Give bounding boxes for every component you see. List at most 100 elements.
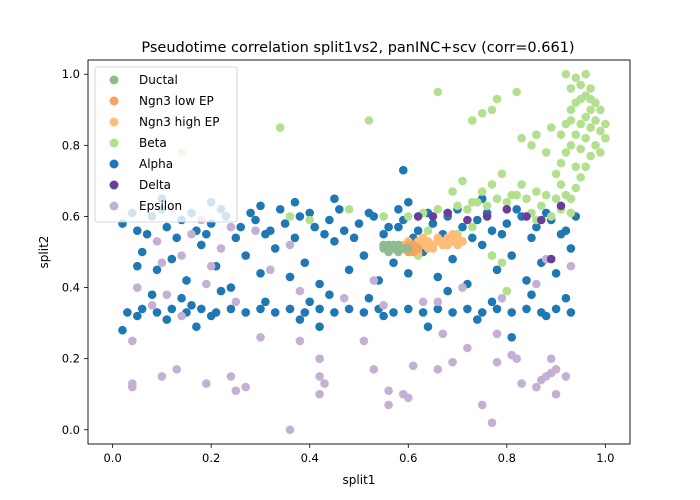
data-point xyxy=(522,304,531,314)
legend-marker xyxy=(109,75,119,85)
data-point xyxy=(546,254,556,264)
data-point xyxy=(142,229,152,239)
data-point xyxy=(404,393,413,403)
data-point xyxy=(157,258,167,268)
data-point xyxy=(275,123,285,132)
legend-marker xyxy=(109,138,119,148)
data-point xyxy=(566,308,576,317)
data-point xyxy=(389,308,398,317)
data-point xyxy=(187,229,196,239)
data-point xyxy=(404,304,413,314)
data-point xyxy=(463,343,472,353)
data-point xyxy=(433,304,443,314)
data-point xyxy=(517,379,526,388)
data-point xyxy=(384,386,393,396)
data-point xyxy=(325,290,334,300)
data-point xyxy=(241,382,250,392)
data-point xyxy=(206,261,216,271)
data-point xyxy=(522,212,531,221)
data-point xyxy=(492,194,502,203)
data-point xyxy=(576,173,585,182)
data-point xyxy=(270,308,280,317)
data-point xyxy=(172,233,181,243)
legend-marker xyxy=(109,159,119,169)
data-point xyxy=(182,276,191,285)
data-point xyxy=(216,244,226,253)
data-point xyxy=(453,240,462,250)
legend-item: Ngn3 low EP xyxy=(109,94,214,108)
data-point xyxy=(492,94,502,104)
data-point xyxy=(384,247,393,257)
data-point xyxy=(197,240,206,250)
y-axis: 0.0 0.2 0.4 0.6 0.8 1.0 xyxy=(62,67,88,437)
data-point xyxy=(566,208,576,218)
data-point xyxy=(202,379,211,388)
legend-label: Ductal xyxy=(139,73,178,87)
data-point xyxy=(448,357,457,367)
data-point xyxy=(295,286,305,296)
data-point xyxy=(270,244,280,253)
data-point xyxy=(152,308,162,317)
legend-label: Alpha xyxy=(139,157,173,171)
data-point xyxy=(418,297,428,307)
data-point xyxy=(468,116,477,125)
data-point xyxy=(438,329,448,339)
data-point xyxy=(512,205,521,214)
data-point xyxy=(537,201,546,211)
data-point xyxy=(522,276,531,285)
data-point xyxy=(487,180,497,189)
data-point xyxy=(596,148,605,157)
data-point xyxy=(556,158,566,168)
data-point xyxy=(251,226,260,235)
data-point xyxy=(384,400,393,410)
data-point xyxy=(285,425,295,435)
data-point xyxy=(512,354,521,364)
data-point xyxy=(133,261,142,271)
data-point xyxy=(497,169,507,179)
data-point xyxy=(290,197,300,207)
data-point xyxy=(379,240,388,250)
data-point xyxy=(497,293,507,303)
data-point xyxy=(261,229,270,239)
data-point xyxy=(473,315,482,324)
data-point xyxy=(443,240,453,250)
data-point xyxy=(364,116,374,125)
data-point xyxy=(295,212,305,221)
data-point xyxy=(433,237,443,246)
y-tick-label: 1.0 xyxy=(62,67,80,81)
data-point xyxy=(202,229,211,239)
legend-label: Ngn3 low EP xyxy=(139,94,214,108)
data-point xyxy=(576,144,585,154)
data-point xyxy=(556,130,566,139)
data-point xyxy=(330,308,339,317)
data-point xyxy=(556,201,566,211)
data-point xyxy=(532,222,541,232)
data-point xyxy=(591,141,600,150)
data-point xyxy=(428,219,438,228)
data-point xyxy=(468,197,477,207)
series-delta xyxy=(413,201,566,264)
data-point xyxy=(596,105,605,115)
data-point xyxy=(477,187,487,196)
data-point xyxy=(137,247,147,257)
data-point xyxy=(463,205,472,214)
x-tick-label: 1.0 xyxy=(596,451,614,465)
data-point xyxy=(404,212,413,221)
data-point xyxy=(561,69,571,79)
data-point xyxy=(335,205,344,214)
data-point xyxy=(566,244,576,253)
y-tick-label: 0.6 xyxy=(62,209,80,223)
data-point xyxy=(586,105,595,115)
legend-item: Beta xyxy=(109,136,167,150)
data-point xyxy=(241,308,250,317)
data-point xyxy=(551,169,561,179)
chart-title: Pseudotime correlation split1vs2, panINC… xyxy=(141,40,574,56)
data-point xyxy=(256,333,265,342)
data-point xyxy=(497,258,507,268)
data-point xyxy=(192,322,201,332)
data-point xyxy=(546,212,556,221)
data-point xyxy=(482,212,492,221)
data-point xyxy=(546,354,556,364)
data-point xyxy=(541,311,551,321)
